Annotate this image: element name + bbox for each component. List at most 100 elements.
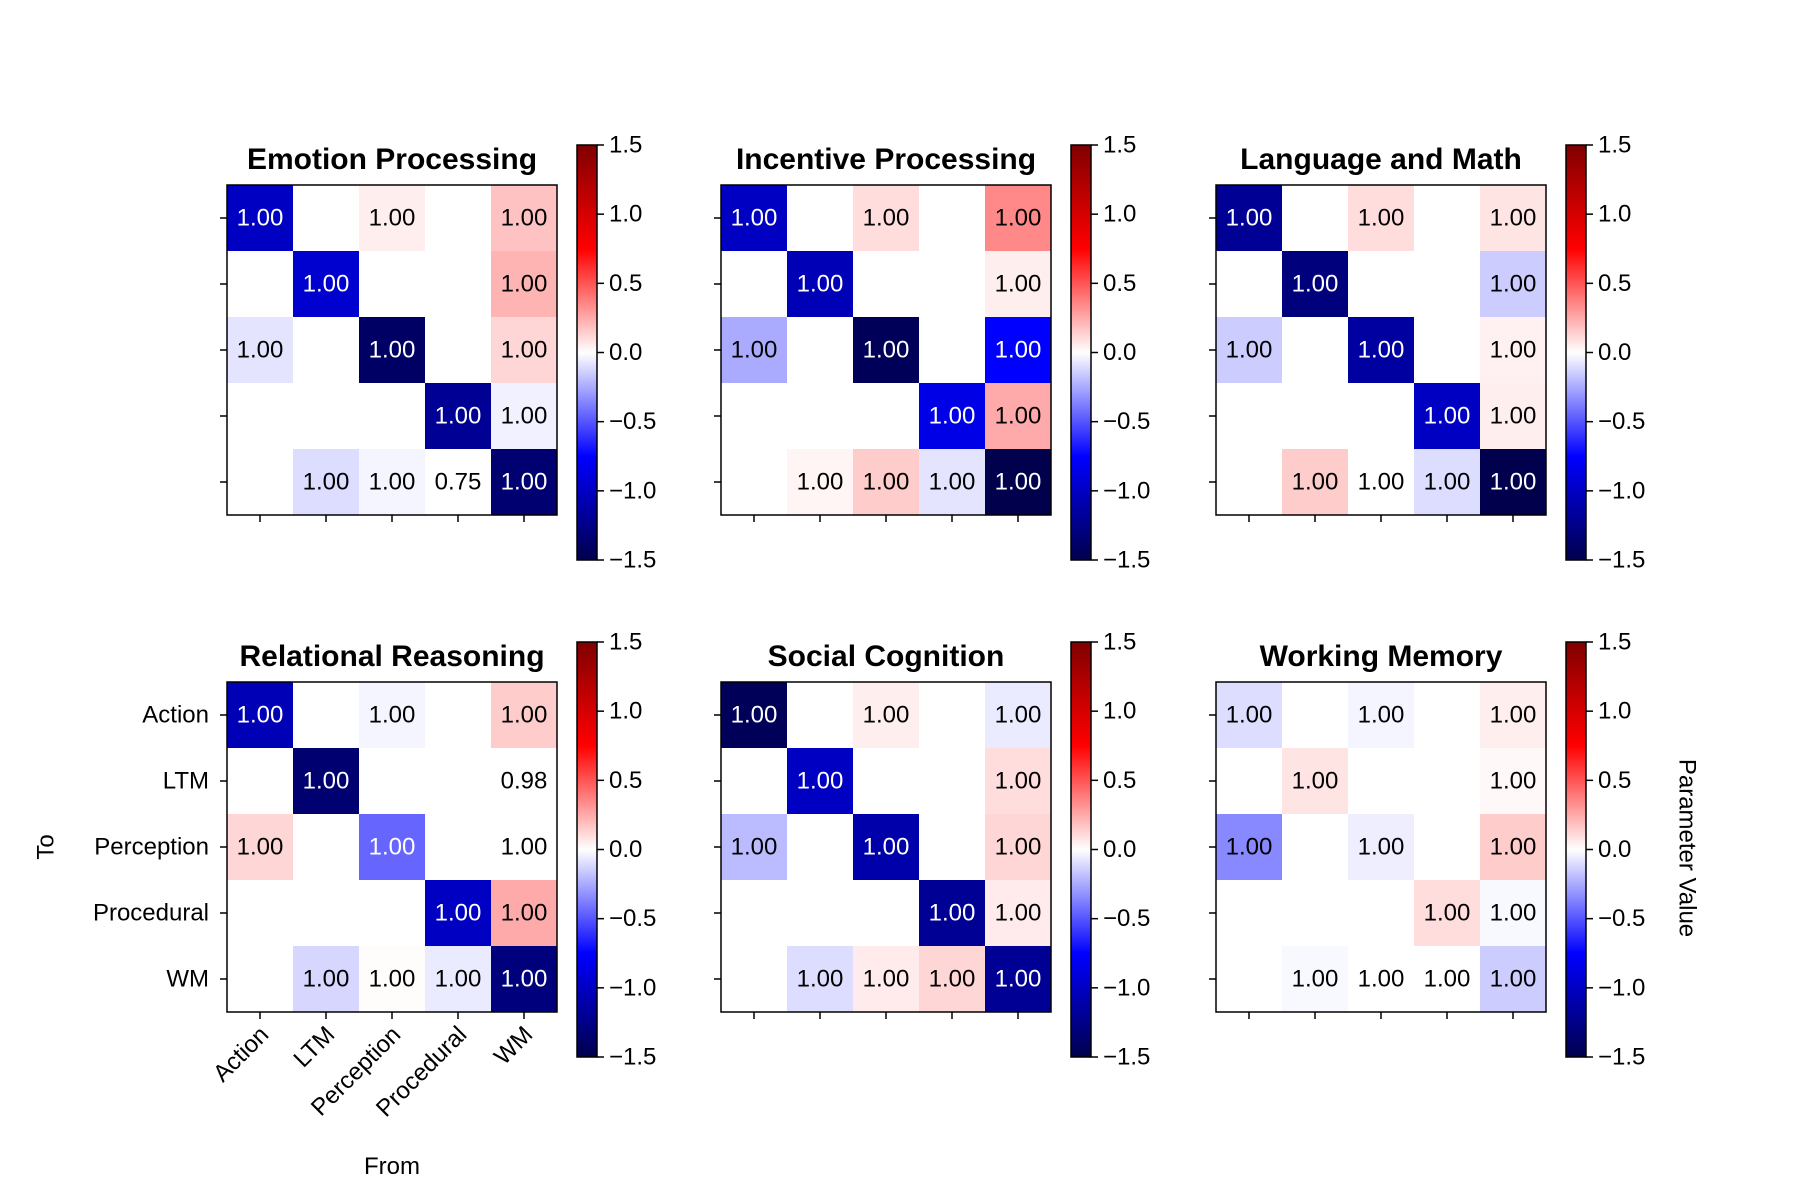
heatmap-cell [1348, 185, 1414, 251]
colorbar-tick-label: −1.0 [1598, 477, 1645, 504]
heatmap-cell [985, 814, 1051, 880]
heatmap-cell [853, 814, 919, 880]
heatmap-cell [1480, 946, 1546, 1012]
heatmap-cell [227, 814, 293, 880]
cell-label: 0.75 [435, 469, 482, 496]
cell-label: 1.00 [1490, 966, 1537, 993]
heatmap-cell [1282, 946, 1348, 1012]
cell-label: 1.00 [369, 337, 416, 364]
colorbar [1071, 145, 1091, 560]
heatmap-cell [1348, 449, 1414, 515]
colorbar-tick-label: 0.0 [609, 339, 642, 366]
panel-title: Language and Math [1240, 143, 1522, 176]
cell-label: 1.00 [1226, 205, 1273, 232]
heatmap-cell [1282, 251, 1348, 317]
heatmap-cell [985, 946, 1051, 1012]
panel-title: Social Cognition [768, 640, 1005, 673]
y-tick-label: Procedural [93, 900, 209, 927]
cell-label: 1.00 [995, 271, 1042, 298]
heatmap-cell [985, 748, 1051, 814]
heatmap-cell [787, 449, 853, 515]
cell-label: 1.00 [995, 834, 1042, 861]
colorbar-tick-label: −0.5 [609, 905, 656, 932]
colorbar-tick-label: 0.5 [1598, 270, 1631, 297]
heatmap-cell [491, 880, 557, 946]
cell-label: 1.00 [369, 469, 416, 496]
panel-title: Relational Reasoning [239, 640, 544, 673]
colorbar-tick-label: 1.0 [1103, 201, 1136, 228]
colorbar-tick-label: 1.5 [1598, 132, 1631, 159]
heatmap-panel: Incentive Processing 1.00 1.00 1.00 1.00 1.00… [714, 132, 1150, 574]
cell-label: 1.00 [995, 469, 1042, 496]
heatmap-cell [491, 748, 557, 814]
heatmap-cell [227, 185, 293, 251]
colorbar-tick-label: 1.0 [609, 698, 642, 725]
cell-label: 1.00 [435, 966, 482, 993]
cell-label: 1.00 [501, 966, 548, 993]
heatmap-cell [491, 185, 557, 251]
cell-label: 1.00 [369, 834, 416, 861]
cell-label: 1.00 [369, 702, 416, 729]
heatmap-cell [491, 383, 557, 449]
heatmap-cell [1414, 946, 1480, 1012]
heatmap-cell [787, 251, 853, 317]
colorbar-tick-label: 0.5 [609, 270, 642, 297]
heatmap-cell [919, 946, 985, 1012]
cell-label: 1.00 [731, 834, 778, 861]
heatmap-cell [1348, 317, 1414, 383]
heatmap-cell [1480, 682, 1546, 748]
cell-label: 1.00 [501, 337, 548, 364]
cell-label: 1.00 [237, 702, 284, 729]
cell-label: 1.00 [237, 337, 284, 364]
cell-label: 1.00 [501, 205, 548, 232]
cell-label: 1.00 [303, 469, 350, 496]
cell-label: 1.00 [995, 403, 1042, 430]
heatmap-cell [293, 251, 359, 317]
panel-title: Working Memory [1260, 640, 1503, 673]
colorbar [1566, 642, 1586, 1057]
heatmap-cell [985, 317, 1051, 383]
cell-label: 1.00 [1292, 271, 1339, 298]
cell-label: 1.00 [1490, 469, 1537, 496]
heatmap-panel: Relational Reasoning 1.00 1.00 1.00 1.00 0.98… [32, 629, 656, 1181]
cell-label: 1.00 [369, 205, 416, 232]
cell-label: 1.00 [1424, 966, 1471, 993]
colorbar-tick-label: 1.5 [1103, 132, 1136, 159]
heatmap-cell [1216, 814, 1282, 880]
heatmap-cell [1480, 185, 1546, 251]
cell-label: 1.00 [1490, 900, 1537, 927]
cell-label: 1.00 [1424, 403, 1471, 430]
cell-label: 1.00 [731, 205, 778, 232]
colorbar-tick-label: −0.5 [609, 408, 656, 435]
heatmap-cell [491, 251, 557, 317]
panel-title: Emotion Processing [247, 143, 537, 176]
heatmap-cell [787, 748, 853, 814]
cell-label: 1.00 [369, 966, 416, 993]
panel-title: Incentive Processing [736, 143, 1036, 176]
colorbar-tick-label: −1.5 [609, 547, 656, 574]
colorbar-tick-label: 1.0 [609, 201, 642, 228]
heatmap-cell [491, 449, 557, 515]
y-axis-label: To [32, 834, 59, 859]
cell-label: 1.00 [1292, 469, 1339, 496]
heatmap-panel: Working Memory 1.00 1.00 1.00 1.00 1.00 1.00 1.… [1209, 629, 1645, 1071]
heatmap-cell [359, 449, 425, 515]
cell-label: 1.00 [731, 337, 778, 364]
cell-label: 1.00 [995, 205, 1042, 232]
colorbar-tick-label: 0.0 [1103, 836, 1136, 863]
colorbar-tick-label: 1.0 [1598, 698, 1631, 725]
colorbar-label: Parameter Value [1674, 759, 1701, 937]
cell-label: 1.00 [1226, 702, 1273, 729]
colorbar-tick-label: 0.5 [609, 767, 642, 794]
heatmap-cell [425, 880, 491, 946]
heatmap-cell [985, 682, 1051, 748]
heatmap-cell [491, 317, 557, 383]
cell-label: 1.00 [1490, 271, 1537, 298]
heatmap-cell [787, 946, 853, 1012]
cell-label: 1.00 [1358, 834, 1405, 861]
cell-label: 1.00 [237, 205, 284, 232]
heatmap-cell [1480, 251, 1546, 317]
heatmap-cell [1216, 317, 1282, 383]
heatmap-cell [1414, 449, 1480, 515]
cell-label: 1.00 [501, 403, 548, 430]
